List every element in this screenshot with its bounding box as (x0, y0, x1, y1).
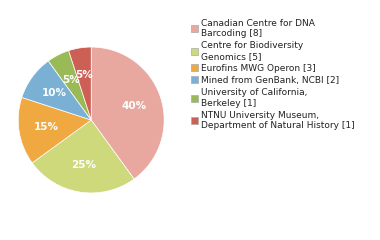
Text: 5%: 5% (62, 75, 79, 85)
Text: 15%: 15% (34, 122, 59, 132)
Text: 25%: 25% (71, 160, 97, 170)
Legend: Canadian Centre for DNA
Barcoding [8], Centre for Biodiversity
Genomics [5], Eur: Canadian Centre for DNA Barcoding [8], C… (190, 19, 355, 130)
Wedge shape (69, 47, 91, 120)
Wedge shape (22, 61, 91, 120)
Text: 10%: 10% (42, 88, 67, 98)
Wedge shape (32, 120, 134, 193)
Wedge shape (91, 47, 164, 179)
Wedge shape (48, 51, 91, 120)
Wedge shape (18, 97, 91, 163)
Text: 40%: 40% (122, 101, 147, 111)
Text: 5%: 5% (75, 70, 93, 80)
